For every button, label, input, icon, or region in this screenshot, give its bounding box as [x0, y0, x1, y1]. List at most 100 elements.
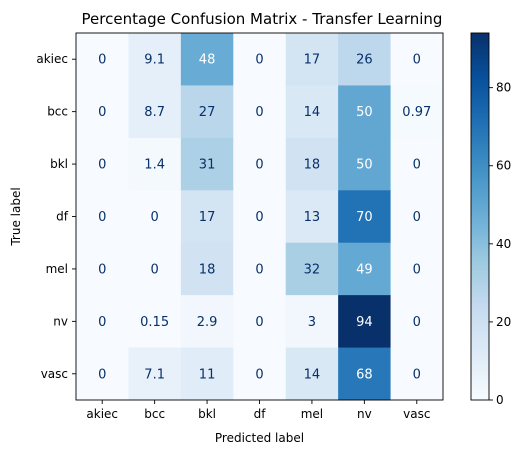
x-axis-ticks: akiec bcc bkl df mel nv vasc — [86, 400, 430, 421]
heatmap-cell — [233, 85, 287, 139]
cell-value-label: 26 — [356, 53, 373, 68]
heatmap-cell — [285, 347, 339, 401]
colorbar — [470, 32, 490, 401]
colorbar-tick-label: 40 — [496, 237, 511, 251]
heatmap-cell — [180, 33, 234, 86]
heatmap-cell — [128, 295, 182, 349]
cell-value-label: 0 — [413, 367, 421, 382]
heatmap-cell — [285, 242, 339, 296]
heatmap-cell — [338, 295, 392, 349]
cell-value-label: 0 — [98, 158, 106, 173]
cell-value-label: 50 — [356, 158, 373, 173]
cell-value-label: 70 — [356, 210, 373, 225]
heatmap-cell — [76, 347, 129, 401]
heatmap-cell — [180, 190, 234, 244]
heatmap-cell — [233, 242, 287, 296]
colorbar-tick-label: 20 — [496, 315, 511, 329]
y-tick-label: nv — [53, 314, 68, 328]
heatmap-cell — [338, 33, 392, 86]
cell-value-label: 14 — [304, 367, 321, 382]
heatmap-cell — [128, 137, 182, 191]
cell-value-label: 0 — [413, 53, 421, 68]
cell-value-labels: 0 9.1 48 0 17 26 0 0 8.7 27 0 14 50 0.97 0 1.4 31 0 18 50 0 0… — [98, 53, 431, 383]
heatmap-cell — [128, 85, 182, 139]
y-tick-label: bkl — [50, 157, 68, 171]
heatmap-cell — [390, 85, 444, 139]
heatmap-cell — [76, 85, 129, 139]
cell-value-label: 0 — [255, 53, 263, 68]
cell-value-label: 7.1 — [144, 367, 165, 382]
heatmap-cell — [285, 190, 339, 244]
heatmap-cell — [76, 242, 129, 296]
heatmap-cell — [233, 137, 287, 191]
cell-value-label: 17 — [304, 53, 321, 68]
x-tick-label: df — [254, 407, 267, 421]
cell-value-label: 0 — [255, 262, 263, 277]
heatmap-cell — [180, 85, 234, 139]
colorbar-tick-label: 80 — [496, 81, 511, 95]
cell-value-label: 0 — [413, 210, 421, 225]
heatmap-cell — [390, 347, 444, 401]
heatmap-cell — [285, 137, 339, 191]
heatmap-cell — [390, 33, 444, 86]
cell-value-label: 11 — [199, 367, 216, 382]
cell-value-label: 0 — [413, 315, 421, 330]
cell-value-label: 1.4 — [144, 158, 165, 173]
heatmap-cell — [233, 190, 287, 244]
cell-value-label: 32 — [304, 262, 321, 277]
heatmap-cell — [285, 295, 339, 349]
cell-value-label: 0.15 — [140, 315, 169, 330]
cell-value-label: 48 — [199, 53, 216, 68]
heatmap-cell — [128, 242, 182, 296]
y-tick-label: vasc — [41, 367, 68, 381]
heatmap-cell — [76, 33, 129, 86]
cell-value-label: 0 — [98, 53, 106, 68]
cell-value-label: 49 — [356, 262, 373, 277]
x-tick-label: akiec — [86, 407, 118, 421]
heatmap-cell — [180, 347, 234, 401]
cell-value-label: 18 — [304, 158, 321, 173]
heatmap-cell — [338, 242, 392, 296]
chart-title: Percentage Confusion Matrix - Transfer L… — [82, 10, 443, 28]
x-tick-label: vasc — [403, 407, 430, 421]
cell-value-label: 0 — [255, 210, 263, 225]
heatmap-cell — [338, 190, 392, 244]
plot-frame — [75, 32, 444, 401]
x-axis-label: Predicted label — [215, 431, 304, 445]
cell-value-label: 8.7 — [144, 105, 165, 120]
cell-value-label: 68 — [356, 367, 373, 382]
colorbar-ticks: 0 20 40 60 80 — [489, 81, 511, 407]
cell-value-label: 17 — [199, 210, 216, 225]
heatmap-cell — [285, 85, 339, 139]
heatmap-cells — [76, 33, 444, 401]
heatmap-cell — [76, 137, 129, 191]
heatmap-cell — [285, 33, 339, 86]
x-tick-label: mel — [301, 407, 323, 421]
cell-value-label: 0 — [151, 210, 159, 225]
cell-value-label: 3 — [308, 315, 316, 330]
cell-value-label: 27 — [199, 105, 216, 120]
cell-value-label: 9.1 — [144, 53, 165, 68]
cell-value-label: 2.9 — [197, 315, 218, 330]
cell-value-label: 31 — [199, 158, 216, 173]
colorbar-tick-label: 0 — [496, 393, 504, 407]
heatmap-cell — [233, 33, 287, 86]
heatmap-cell — [390, 295, 444, 349]
heatmap-cell — [180, 137, 234, 191]
cell-value-label: 0 — [98, 210, 106, 225]
cell-value-label: 14 — [304, 105, 321, 120]
y-axis-label: True label — [9, 187, 23, 246]
cell-value-label: 13 — [304, 210, 321, 225]
heatmap-cell — [76, 295, 129, 349]
heatmap-cell — [390, 137, 444, 191]
heatmap-cell — [180, 295, 234, 349]
cell-value-label: 0 — [255, 367, 263, 382]
x-tick-label: bcc — [144, 407, 165, 421]
y-tick-label: df — [56, 210, 69, 224]
cell-value-label: 94 — [356, 315, 373, 330]
x-tick-label: bkl — [198, 407, 216, 421]
heatmap-cell — [128, 190, 182, 244]
heatmap-cell — [390, 242, 444, 296]
cell-value-label: 0 — [413, 158, 421, 173]
